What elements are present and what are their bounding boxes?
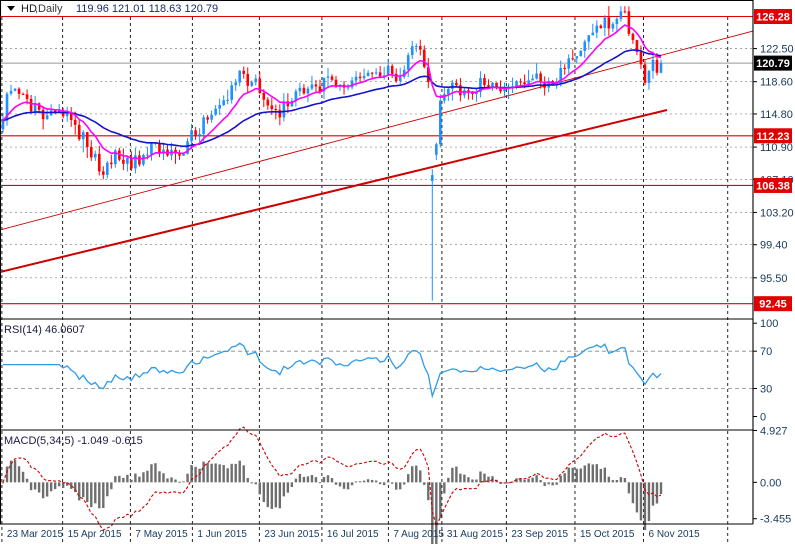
svg-text:95.50: 95.50: [760, 273, 788, 285]
svg-text:122.50: 122.50: [760, 44, 794, 56]
svg-text:4.927: 4.927: [760, 426, 788, 438]
svg-text:31 Aug 2015: 31 Aug 2015: [447, 529, 504, 540]
svg-text:23 Mar 2015: 23 Mar 2015: [7, 529, 64, 540]
svg-text:,Daily: ,Daily: [35, 3, 63, 15]
svg-text:23 Sep 2015: 23 Sep 2015: [511, 529, 568, 540]
svg-text:0: 0: [760, 412, 766, 424]
svg-text:103.20: 103.20: [760, 207, 794, 219]
svg-text:99.40: 99.40: [760, 240, 788, 252]
svg-text:92.45: 92.45: [759, 299, 787, 311]
svg-text:7 Aug 2015: 7 Aug 2015: [393, 529, 444, 540]
svg-text:15 Oct 2015: 15 Oct 2015: [580, 529, 635, 540]
svg-text:106.38: 106.38: [756, 180, 790, 192]
svg-text:16 Jul 2015: 16 Jul 2015: [327, 529, 379, 540]
svg-text:120.79: 120.79: [756, 58, 790, 70]
svg-text:0.00: 0.00: [760, 477, 781, 489]
svg-text:118.60: 118.60: [760, 77, 793, 89]
svg-text:100: 100: [760, 318, 778, 330]
svg-text:23 Jun 2015: 23 Jun 2015: [264, 529, 319, 540]
svg-text:30: 30: [760, 384, 772, 396]
svg-text:110.90: 110.90: [760, 142, 793, 154]
svg-text:7 May 2015: 7 May 2015: [135, 529, 188, 540]
svg-text:70: 70: [760, 346, 772, 358]
svg-text:1 Jun 2015: 1 Jun 2015: [197, 529, 247, 540]
svg-text:-3.455: -3.455: [760, 514, 791, 526]
svg-text:15 Apr 2015: 15 Apr 2015: [68, 529, 122, 540]
svg-text:6 Nov 2015: 6 Nov 2015: [649, 529, 701, 540]
svg-text:126.28: 126.28: [756, 12, 790, 24]
svg-text:RSI(14) 46.0607: RSI(14) 46.0607: [4, 324, 85, 336]
svg-text:112.23: 112.23: [756, 131, 789, 143]
svg-text:114.80: 114.80: [760, 109, 793, 121]
svg-text:119.96 121.01 118.63 120.79: 119.96 121.01 118.63 120.79: [76, 3, 218, 15]
svg-text:MACD(5,34,5) -1.049 -0.615: MACD(5,34,5) -1.049 -0.615: [4, 435, 143, 447]
